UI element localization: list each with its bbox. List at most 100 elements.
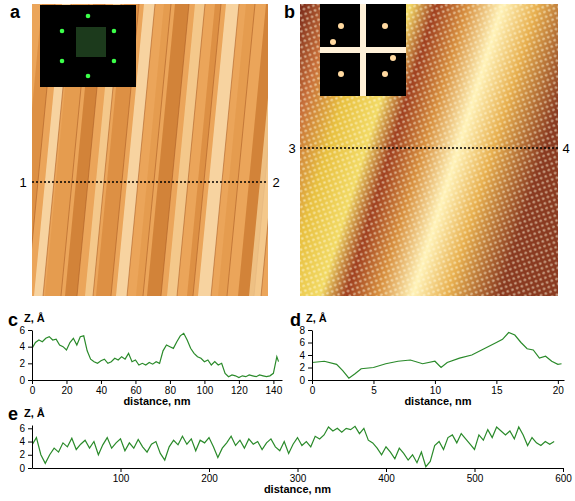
x-axis-title: distance, nm	[123, 395, 190, 407]
axis-line	[312, 331, 313, 381]
tick-mark	[28, 428, 32, 429]
tick-mark	[28, 442, 32, 443]
tick: 100	[113, 468, 130, 484]
axis-line	[313, 380, 565, 381]
tick: 80	[165, 380, 177, 396]
y-axis: 0246	[19, 325, 32, 386]
tick: 2	[19, 449, 32, 460]
tick: 4	[19, 436, 32, 447]
tick-label: 200	[201, 473, 218, 484]
tick-label: 0	[19, 463, 25, 474]
tick: 0	[19, 463, 32, 474]
tick-mark	[308, 330, 312, 331]
profile-line	[32, 333, 279, 377]
tick: 500	[467, 468, 484, 484]
axis-line	[32, 331, 33, 381]
tick-label: 500	[467, 473, 484, 484]
tick: 0	[310, 380, 316, 396]
inset-spot	[60, 59, 65, 64]
panel-letter: e	[8, 404, 18, 424]
tick: 300	[290, 468, 307, 484]
plot-area	[32, 426, 554, 466]
tick-mark	[28, 330, 32, 331]
terrace	[249, 4, 268, 296]
image-b	[300, 4, 558, 296]
y-axis-title: Z, Å	[24, 312, 45, 324]
profile-chart: 0 5 10 15 20 0 24 68	[299, 325, 564, 396]
tick-mark	[312, 380, 313, 384]
tick: 6	[19, 325, 32, 336]
y-axis-title: Z, Å	[306, 312, 327, 324]
tick: 100	[197, 380, 214, 396]
inset-spot	[112, 29, 117, 34]
tick-label: 100	[113, 473, 130, 484]
profile-line	[312, 333, 562, 379]
tick-mark	[298, 468, 299, 472]
tick-label: 2	[19, 449, 25, 460]
tick-label: 20	[553, 385, 565, 396]
plot-area	[32, 333, 279, 377]
y-axis: 0 24 68	[299, 325, 312, 386]
tick-label: 0	[30, 385, 36, 396]
tick-label: 140	[266, 385, 283, 396]
inset-spot	[60, 29, 65, 34]
tick-mark	[273, 380, 274, 384]
tick-mark	[308, 380, 312, 381]
tick-mark	[101, 380, 102, 384]
inset	[320, 4, 406, 96]
tick-label: 2	[299, 362, 305, 373]
tick: 10	[430, 380, 442, 396]
tick-mark	[170, 380, 171, 384]
atomic-texture	[300, 4, 558, 296]
tick-label: 20	[61, 385, 73, 396]
tick: 60	[130, 380, 142, 396]
tick: 20	[553, 380, 565, 396]
inset-spot	[338, 71, 344, 77]
tick-label: 4	[299, 350, 305, 361]
tick-mark	[204, 380, 205, 384]
tick-label: 2	[19, 358, 25, 369]
tick: 6	[299, 337, 312, 348]
tick-label: 5	[371, 385, 377, 396]
inset-spot	[338, 23, 344, 29]
tick-label: 15	[491, 385, 503, 396]
tick: 8	[299, 325, 312, 336]
tick-mark	[28, 347, 32, 348]
step-edge	[261, 4, 268, 296]
inset-spot	[330, 39, 336, 45]
panel-letter: d	[290, 310, 301, 330]
marker-label: 3	[288, 141, 295, 156]
tick-label: 120	[231, 385, 248, 396]
x-axis: 020406080100120140	[30, 380, 283, 396]
tick-mark	[435, 380, 436, 384]
tick-mark	[386, 468, 387, 472]
tick: 2	[299, 362, 312, 373]
image-background	[300, 4, 558, 296]
tick: 4	[299, 350, 312, 361]
inset-center	[76, 27, 106, 57]
marker-label: 2	[272, 175, 279, 190]
profile-line	[300, 147, 558, 149]
tick-mark	[373, 380, 374, 384]
tick-label: 0	[310, 385, 316, 396]
tick-label: 0	[19, 375, 25, 386]
profile-line	[32, 181, 268, 183]
axis-line	[32, 426, 33, 469]
profile-line	[32, 426, 554, 466]
tick-mark	[32, 380, 33, 384]
tick-mark	[28, 455, 32, 456]
inset-spot	[390, 55, 396, 61]
tick: 0	[299, 375, 312, 386]
x-axis: 0 5 10 15 20	[310, 380, 565, 396]
tick-mark	[209, 468, 210, 472]
tick: 6	[19, 423, 32, 434]
tick-label: 100	[197, 385, 214, 396]
tick: 0	[30, 380, 36, 396]
tick-mark	[66, 380, 67, 384]
tick: 600	[555, 468, 572, 484]
tick: 20	[61, 380, 73, 396]
tick-mark	[475, 468, 476, 472]
tick-mark	[496, 380, 497, 384]
tick-mark	[28, 380, 32, 381]
tick-mark	[308, 343, 312, 344]
